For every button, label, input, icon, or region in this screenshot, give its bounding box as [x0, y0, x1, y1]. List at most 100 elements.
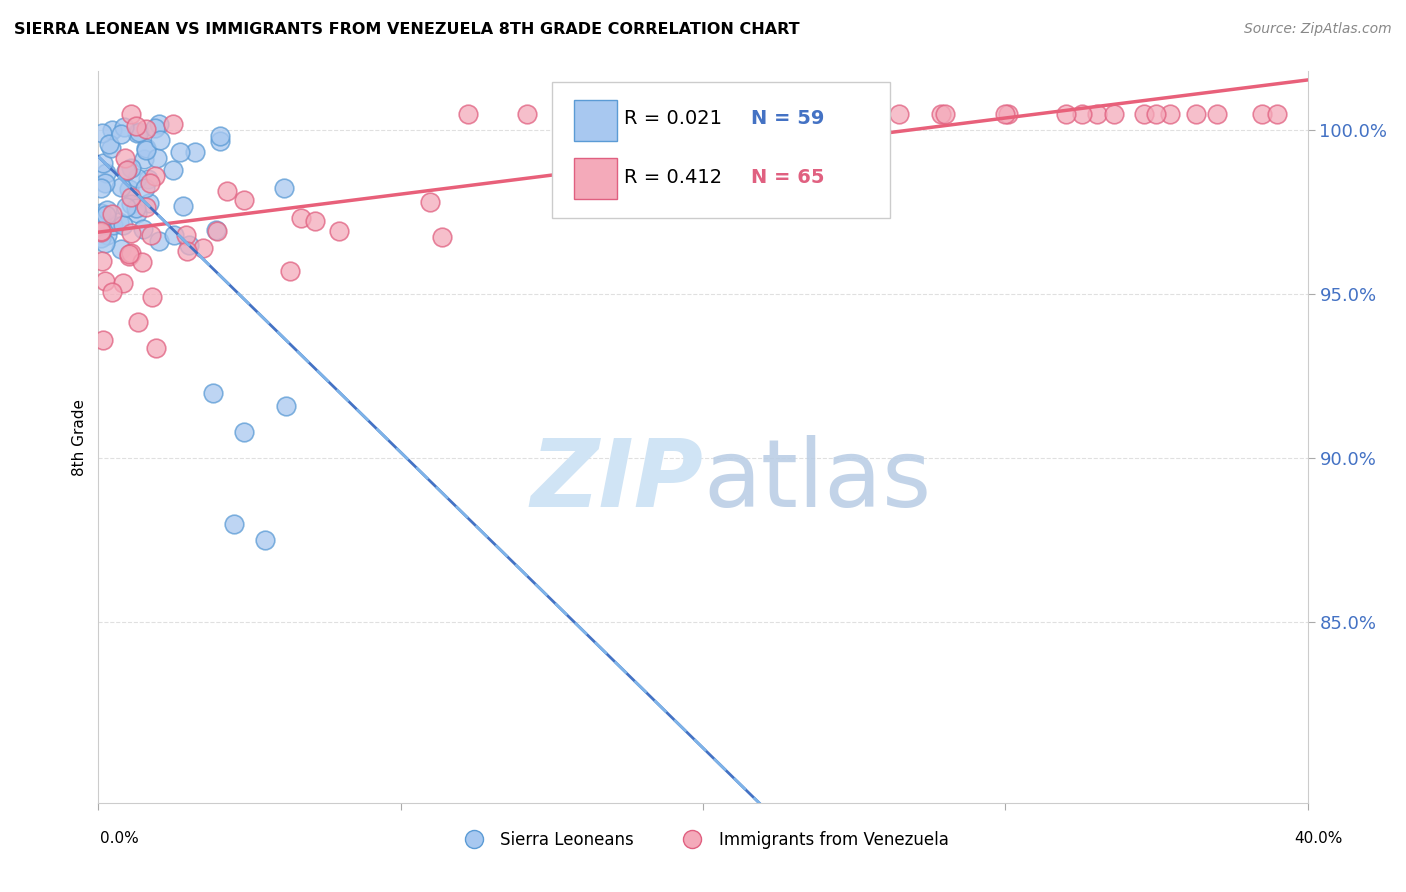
Point: [1054, 107, 1077, 121]
Point: [146, 151, 169, 165]
Point: [232, 425, 254, 439]
Point: [111, 276, 134, 290]
Point: [127, 315, 149, 329]
Point: [169, 145, 191, 159]
Point: [128, 125, 150, 139]
Point: [280, 264, 302, 278]
Point: [162, 162, 184, 177]
Point: [208, 128, 231, 143]
Point: [134, 181, 156, 195]
Text: 40.0%: 40.0%: [1295, 831, 1343, 847]
Text: Source: ZipAtlas.com: Source: ZipAtlas.com: [1244, 22, 1392, 37]
Point: [90, 214, 112, 228]
Point: [162, 117, 184, 131]
Point: [1133, 107, 1156, 121]
Point: [1267, 107, 1289, 121]
Point: [135, 122, 157, 136]
Point: [692, 129, 714, 144]
Point: [135, 143, 157, 157]
Point: [141, 228, 163, 243]
Point: [108, 215, 131, 229]
Point: [202, 385, 225, 400]
Point: [127, 170, 149, 185]
Text: R = 0.021: R = 0.021: [624, 110, 723, 128]
Point: [1102, 107, 1125, 121]
Point: [98, 136, 121, 151]
Point: [114, 201, 136, 215]
Point: [572, 107, 595, 121]
Point: [135, 141, 157, 155]
Point: [120, 197, 142, 211]
Point: [752, 107, 775, 121]
Text: ZIP: ZIP: [530, 435, 703, 527]
Point: [118, 249, 141, 263]
Point: [994, 107, 1017, 121]
Point: [94, 177, 117, 191]
Point: [120, 227, 142, 241]
Point: [1071, 107, 1094, 121]
Point: [205, 224, 228, 238]
Point: [172, 199, 194, 213]
Point: [101, 123, 124, 137]
FancyBboxPatch shape: [551, 82, 890, 218]
Point: [1251, 107, 1274, 121]
Point: [457, 107, 479, 121]
Point: [100, 140, 122, 154]
Point: [304, 213, 326, 227]
Point: [163, 228, 186, 243]
Point: [568, 107, 591, 121]
Point: [516, 107, 538, 121]
Point: [125, 120, 148, 134]
Point: [138, 196, 160, 211]
Point: [887, 107, 910, 121]
Point: [94, 274, 117, 288]
Point: [148, 234, 170, 248]
Point: [145, 341, 167, 355]
Point: [290, 211, 312, 225]
Point: [1185, 107, 1208, 121]
Point: [997, 107, 1019, 121]
Point: [134, 152, 156, 166]
Text: atlas: atlas: [703, 435, 931, 527]
Point: [90, 253, 112, 268]
Point: [135, 200, 157, 214]
Point: [94, 166, 117, 180]
Point: [1085, 107, 1108, 121]
Point: [112, 120, 135, 135]
Point: [110, 180, 132, 194]
Point: [143, 120, 166, 135]
Point: [101, 285, 124, 299]
Point: [90, 224, 112, 238]
Point: [96, 227, 118, 242]
Point: [149, 133, 172, 147]
Text: N = 59: N = 59: [751, 110, 825, 128]
Point: [125, 126, 148, 140]
Point: [110, 242, 132, 256]
Point: [934, 107, 956, 121]
Point: [96, 202, 118, 217]
Point: [766, 107, 789, 121]
Point: [120, 161, 142, 175]
Point: [120, 189, 142, 203]
Point: [132, 221, 155, 235]
Text: SIERRA LEONEAN VS IMMIGRANTS FROM VENEZUELA 8TH GRADE CORRELATION CHART: SIERRA LEONEAN VS IMMIGRANTS FROM VENEZU…: [14, 22, 800, 37]
Point: [183, 145, 205, 159]
Point: [794, 107, 817, 121]
Point: [141, 290, 163, 304]
Point: [115, 163, 138, 178]
Point: [94, 236, 117, 251]
Point: [110, 128, 132, 142]
Point: [94, 209, 117, 223]
Point: [176, 228, 198, 243]
Text: N = 65: N = 65: [751, 168, 825, 187]
Point: [139, 176, 162, 190]
Point: [1144, 107, 1167, 121]
Point: [176, 244, 198, 258]
Text: R = 0.412: R = 0.412: [624, 168, 723, 187]
Point: [101, 218, 124, 232]
Point: [114, 152, 136, 166]
Point: [100, 207, 122, 221]
Point: [131, 254, 153, 268]
Point: [208, 134, 231, 148]
Point: [120, 245, 142, 260]
